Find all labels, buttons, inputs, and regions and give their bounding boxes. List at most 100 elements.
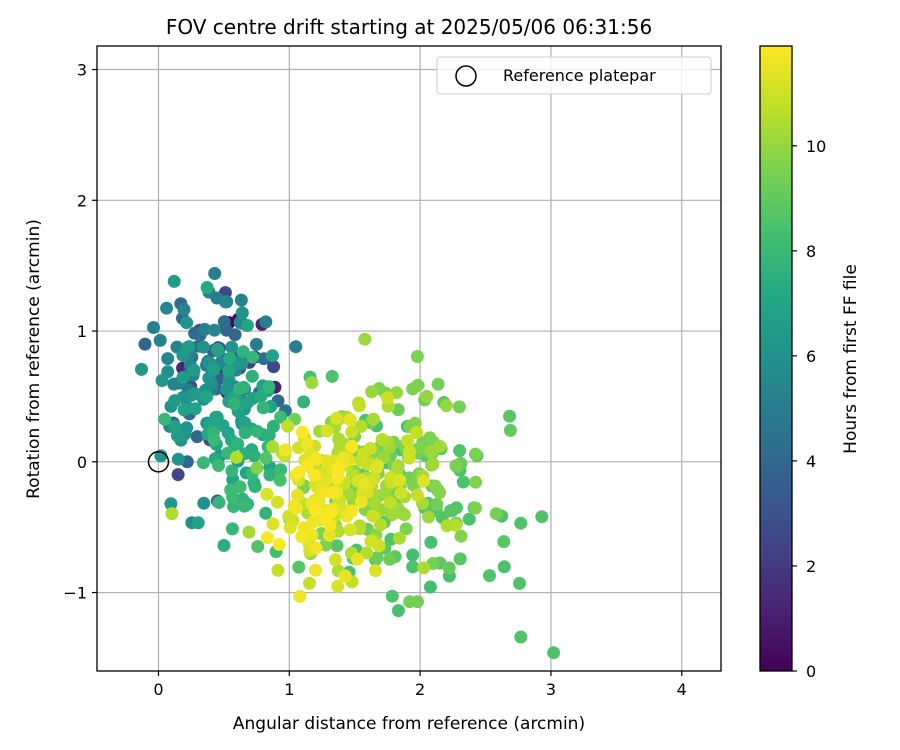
data-point (266, 349, 279, 363)
colorbar-tick-label: 0 (806, 662, 816, 681)
data-point (364, 534, 378, 548)
data-point (317, 475, 331, 488)
data-point (383, 496, 397, 510)
data-point (274, 463, 288, 477)
data-point (301, 458, 315, 472)
data-point (247, 449, 261, 463)
data-point (250, 461, 264, 475)
data-point (259, 315, 273, 329)
data-point (343, 413, 357, 427)
data-point (267, 360, 281, 374)
data-point (266, 517, 280, 531)
data-point (154, 449, 168, 463)
data-point (237, 499, 251, 513)
data-point (366, 509, 380, 523)
data-point (260, 531, 274, 545)
data-point (207, 433, 221, 447)
data-point (360, 546, 374, 560)
data-point (242, 525, 256, 539)
data-point (406, 560, 420, 574)
data-point (266, 440, 280, 454)
x-axis-ticks: 0 1 2 3 4 (153, 671, 687, 699)
data-point (200, 390, 214, 404)
data-point (331, 471, 345, 485)
data-point (196, 340, 210, 354)
data-point (256, 401, 270, 415)
chart-title: FOV centre drift starting at 2025/05/06 … (166, 15, 652, 39)
colorbar-tick-label: 8 (806, 242, 816, 261)
data-point (330, 539, 344, 553)
data-point (411, 595, 424, 609)
data-point (295, 530, 309, 543)
data-point (297, 395, 311, 409)
y-tick-label: 0 (77, 453, 87, 472)
data-point (454, 529, 468, 543)
data-point (368, 564, 382, 578)
data-point (399, 522, 413, 536)
data-point (188, 387, 202, 401)
data-point (230, 450, 243, 464)
data-point (181, 340, 195, 354)
data-point (190, 430, 204, 444)
data-point (392, 531, 406, 545)
data-point (331, 462, 345, 476)
data-point (283, 521, 297, 535)
data-point (354, 495, 368, 509)
data-point (200, 281, 214, 294)
data-point (246, 350, 260, 364)
data-point (211, 342, 225, 356)
data-point (227, 397, 241, 411)
data-point (325, 486, 339, 500)
data-point (135, 362, 148, 376)
data-point (453, 444, 467, 458)
data-point (433, 440, 447, 453)
data-point (535, 510, 549, 524)
data-point (225, 464, 239, 478)
colorbar-tick-label: 10 (806, 137, 826, 156)
data-point (249, 337, 263, 351)
data-point (224, 483, 238, 497)
data-point (235, 306, 249, 320)
data-point (217, 539, 231, 552)
data-point (345, 425, 359, 439)
data-point (303, 576, 316, 590)
plot-frame (96, 45, 722, 672)
data-point (424, 535, 438, 549)
data-point (227, 500, 240, 513)
data-point (251, 540, 265, 553)
data-point (177, 303, 191, 316)
data-point (223, 352, 237, 365)
data-point (228, 328, 242, 342)
colorbar-ticks: 0 2 4 6 8 10 (792, 137, 826, 681)
data-point (225, 340, 239, 354)
data-point (345, 439, 359, 453)
data-point (222, 364, 236, 378)
data-point (366, 412, 380, 426)
data-point (147, 321, 160, 334)
data-point (259, 506, 273, 520)
data-point (452, 400, 466, 414)
data-point (410, 426, 424, 439)
legend-box (436, 56, 712, 95)
data-point (300, 437, 314, 450)
x-tick-label: 0 (153, 680, 163, 699)
data-point (262, 380, 276, 394)
data-point (167, 377, 181, 391)
data-point (403, 445, 417, 459)
data-point (310, 452, 324, 466)
data-point (155, 374, 169, 387)
data-point (345, 504, 359, 518)
data-point (254, 390, 268, 404)
data-point (406, 548, 420, 562)
data-point (248, 480, 262, 493)
x-axis-label: Angular distance from reference (arcmin) (233, 714, 585, 734)
data-point (410, 350, 424, 363)
data-point (383, 552, 397, 566)
y-axis-label: Rotation from reference (arcmin) (24, 219, 44, 499)
data-point (456, 475, 470, 489)
y-tick-label: 3 (77, 61, 87, 80)
data-point (394, 486, 408, 500)
x-tick-label: 3 (546, 680, 556, 699)
data-point (401, 434, 414, 448)
